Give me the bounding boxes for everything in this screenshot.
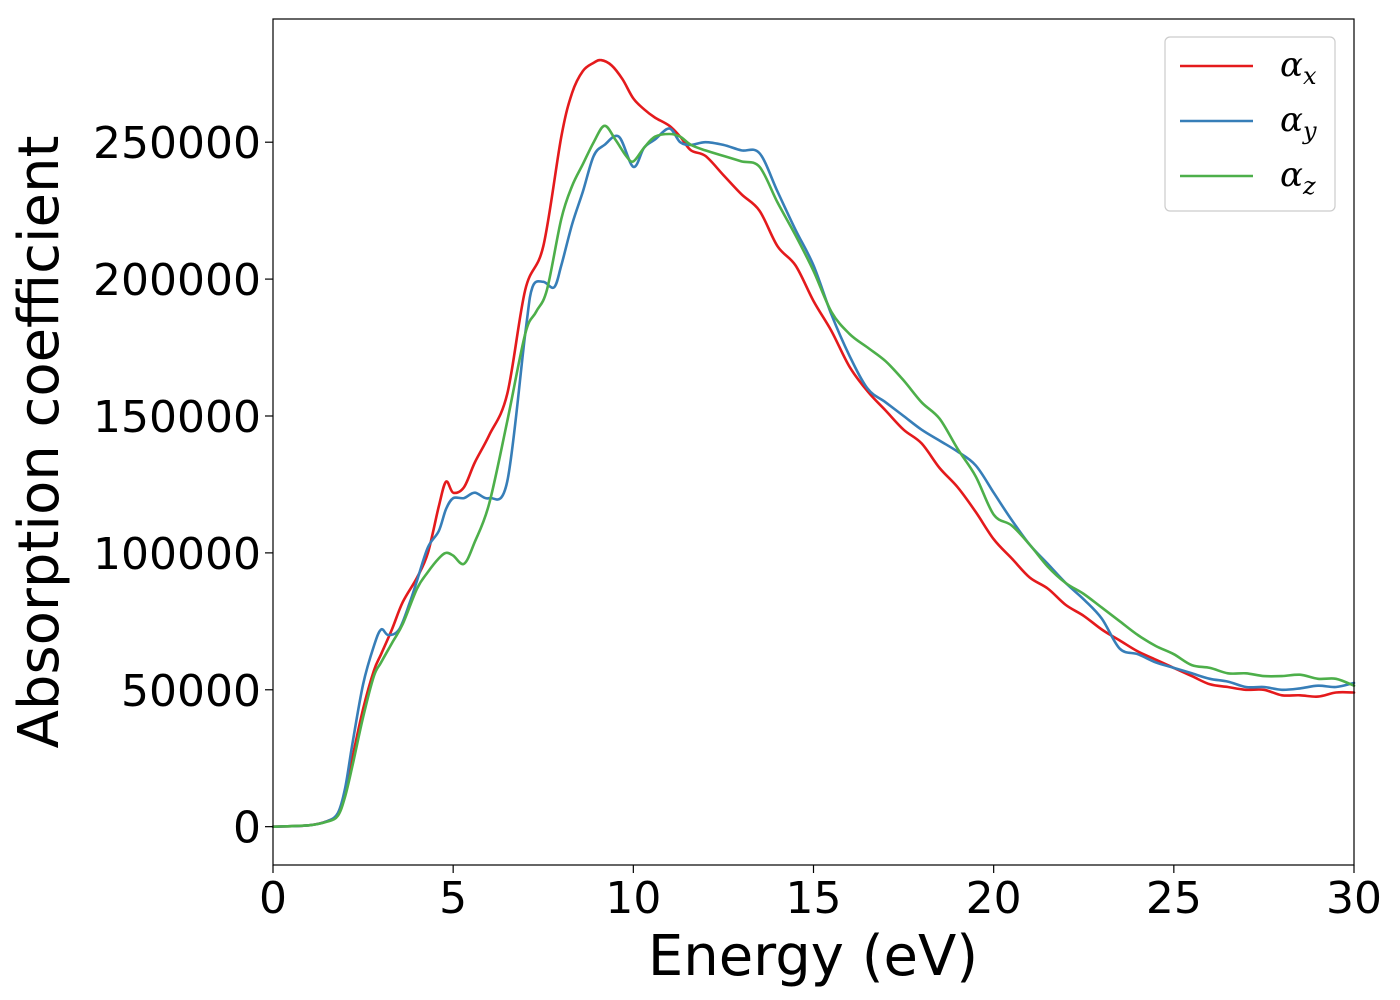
legend-box <box>1164 36 1336 212</box>
series-layer <box>271 58 1356 828</box>
x-tick-label: 5 <box>439 873 467 924</box>
y-tick-label: 150000 <box>93 392 261 443</box>
series-line-alpha-y <box>271 127 1356 828</box>
series-line-alpha-x <box>271 58 1356 828</box>
x-tick-label: 0 <box>259 873 287 924</box>
x-tick-label: 20 <box>966 873 1022 924</box>
x-tick-label: 30 <box>1326 873 1382 924</box>
y-axis-title: Absorption coefficient <box>7 136 72 749</box>
y-tick-label: 100000 <box>93 529 261 580</box>
x-tick-label: 15 <box>786 873 842 924</box>
legend-subscript: y <box>1302 117 1317 145</box>
x-tick-label: 10 <box>605 873 661 924</box>
y-tick-label: 0 <box>233 803 261 854</box>
x-axis-ticks: 0 5 10 15 20 25 30 <box>259 865 1382 924</box>
series-line-alpha-z <box>271 124 1356 828</box>
legend-subscript: x <box>1303 62 1317 90</box>
x-axis-title: Energy (eV) <box>648 924 978 989</box>
y-axis-ticks: 0 50000 100000 150000 200000 250000 <box>93 118 273 854</box>
legend-subscript: z <box>1302 172 1316 200</box>
x-tick-label: 25 <box>1146 873 1202 924</box>
y-tick-label: 50000 <box>121 666 261 717</box>
y-tick-label: 250000 <box>93 118 261 169</box>
y-tick-label: 200000 <box>93 255 261 306</box>
